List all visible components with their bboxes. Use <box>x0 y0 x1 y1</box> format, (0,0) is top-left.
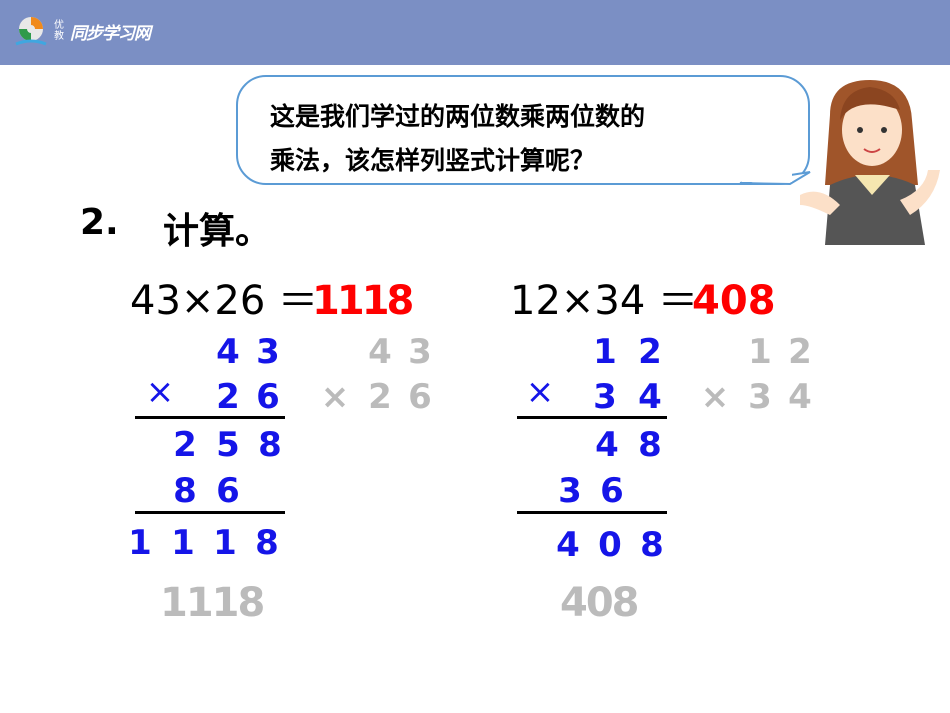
logo-icon <box>15 17 47 46</box>
digit: 2 <box>216 377 240 417</box>
equation-2-answer: 408 <box>692 278 776 324</box>
digit: 5 <box>216 425 240 465</box>
equation-2-expr: 12×34 ＝ <box>510 278 699 324</box>
logo-small-text: 优教 <box>54 20 64 42</box>
ghost-digit: 2 <box>368 377 392 417</box>
digit: 8 <box>255 523 279 563</box>
digit: 8 <box>640 525 664 565</box>
bubble-line-2: 乘法，该怎样列竖式计算呢？ <box>270 146 596 175</box>
logo: 优教 同步学习网 <box>14 14 151 48</box>
ghost-digit: 6 <box>408 377 432 417</box>
digit: 4 <box>556 525 580 565</box>
rule-line <box>135 511 285 514</box>
digit: 2 <box>638 332 662 372</box>
ghost-times: × <box>700 377 730 417</box>
digit: 6 <box>600 471 624 511</box>
rule-line <box>517 416 667 419</box>
times-sign: × <box>525 372 555 412</box>
ghost-digit: 3 <box>748 377 772 417</box>
speech-bubble: 这是我们学过的两位数乘两位数的 乘法，该怎样列竖式计算呢？ <box>236 75 810 185</box>
digit: 4 <box>216 332 240 372</box>
rule-line <box>135 416 285 419</box>
equation-1-answer: 1118 <box>312 278 414 324</box>
digit: 4 <box>595 425 619 465</box>
rule-line <box>517 511 667 514</box>
times-sign: × <box>145 372 175 412</box>
digit: 0 <box>598 525 622 565</box>
ghost-digit: 4 <box>368 332 392 372</box>
logo-text: 同步学习网 <box>70 23 151 44</box>
digit: 8 <box>258 425 282 465</box>
digit: 8 <box>173 471 197 511</box>
digit: 4 <box>638 377 662 417</box>
digit: 8 <box>638 425 662 465</box>
digit: 1 <box>593 332 617 372</box>
bubble-text: 这是我们学过的两位数乘两位数的 乘法，该怎样列竖式计算呢？ <box>270 95 790 183</box>
digit: 3 <box>256 332 280 372</box>
digit: 3 <box>558 471 582 511</box>
digit: 6 <box>256 377 280 417</box>
ghost-answer-1: 1118 <box>160 580 265 626</box>
digit: 2 <box>173 425 197 465</box>
equation-1-expr: 43×26 ＝ <box>130 278 319 324</box>
bubble-line-1: 这是我们学过的两位数乘两位数的 <box>270 102 646 131</box>
ghost-digit: 4 <box>788 377 812 417</box>
header-bar: 优教 同步学习网 <box>0 0 950 65</box>
digit: 3 <box>593 377 617 417</box>
digit: 1 <box>171 523 195 563</box>
equation-2: 12×34 ＝408 <box>510 268 776 326</box>
teacher-illustration <box>800 80 940 245</box>
ghost-answer-2: 408 <box>560 580 639 626</box>
equation-1: 43×26 ＝1118 <box>130 268 414 326</box>
ghost-digit: 1 <box>748 332 772 372</box>
bubble-tail <box>739 170 811 186</box>
problem-number: 2. <box>80 202 119 243</box>
ghost-times: × <box>320 377 350 417</box>
problem-title: 计算。 <box>163 211 272 252</box>
ghost-digit: 2 <box>788 332 812 372</box>
digit: 1 <box>128 523 152 563</box>
ghost-digit: 3 <box>408 332 432 372</box>
digit: 6 <box>216 471 240 511</box>
digit: 1 <box>213 523 237 563</box>
